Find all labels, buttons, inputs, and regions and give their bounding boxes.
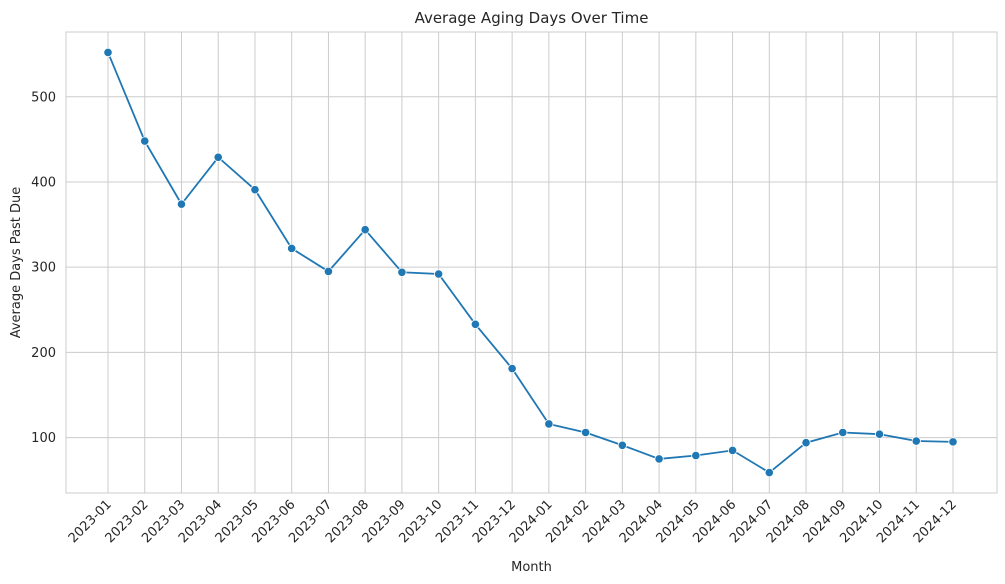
y-tick-label: 400 [31, 175, 56, 190]
y-axis-title: Average Days Past Due [9, 187, 24, 339]
y-tick-label: 100 [31, 431, 56, 446]
x-axis-title: Month [511, 560, 552, 575]
data-point [764, 467, 774, 478]
data-point [654, 454, 664, 464]
data-point [287, 243, 297, 254]
data-point [838, 427, 848, 438]
data-point [140, 136, 150, 146]
data-point [544, 419, 554, 429]
data-point [397, 267, 407, 277]
data-point [470, 319, 480, 329]
data-point [691, 450, 701, 461]
chart-title: Average Aging Days Over Time [415, 9, 649, 27]
plot-area [65, 31, 998, 494]
data-point [507, 363, 517, 374]
data-point [911, 436, 921, 446]
data-point [581, 427, 591, 438]
data-point [801, 438, 811, 448]
series-line [107, 52, 954, 474]
data-points [103, 47, 958, 478]
y-tick-labels: 100 200 300 400 500 [31, 90, 56, 446]
y-tick-label: 200 [31, 346, 56, 361]
y-tick-label: 300 [31, 261, 56, 276]
x-gridlines [107, 32, 954, 493]
data-point [434, 269, 444, 279]
y-gridlines [66, 96, 997, 439]
data-point [617, 440, 627, 450]
x-tick-labels: 2023-012023-022023-032023-042023-052023-… [66, 497, 960, 546]
data-point [874, 429, 885, 439]
data-point [213, 152, 223, 162]
data-point [176, 199, 187, 209]
y-tick-label: 500 [31, 90, 56, 105]
data-point [250, 185, 260, 195]
data-point [360, 225, 370, 235]
data-point [103, 47, 113, 58]
data-point [323, 266, 334, 277]
data-point [948, 437, 958, 447]
data-point [727, 445, 738, 455]
